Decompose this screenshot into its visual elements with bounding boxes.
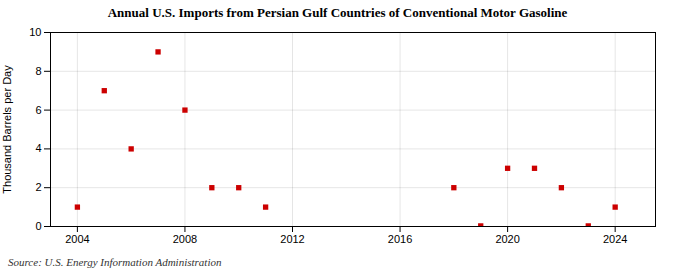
svg-text:2024: 2024 xyxy=(603,233,627,245)
svg-text:2004: 2004 xyxy=(65,233,89,245)
svg-text:8: 8 xyxy=(35,65,41,77)
svg-text:0: 0 xyxy=(35,220,41,232)
svg-text:2: 2 xyxy=(35,181,41,193)
svg-text:10: 10 xyxy=(29,26,41,38)
svg-text:Thousand Barrels per Day: Thousand Barrels per Day xyxy=(1,65,13,194)
svg-text:2016: 2016 xyxy=(388,233,412,245)
svg-text:2008: 2008 xyxy=(173,233,197,245)
svg-text:2012: 2012 xyxy=(280,233,304,245)
html-text:Source: U.S. Energy Informatio: Source: U.S. Energy Information Administ… xyxy=(8,256,222,268)
svg-text:4: 4 xyxy=(35,142,41,154)
svg-text:6: 6 xyxy=(35,104,41,116)
html-text:Annual U.S. Imports from Persi: Annual U.S. Imports from Persian Gulf Co… xyxy=(107,5,568,20)
svg-text:2020: 2020 xyxy=(495,233,519,245)
